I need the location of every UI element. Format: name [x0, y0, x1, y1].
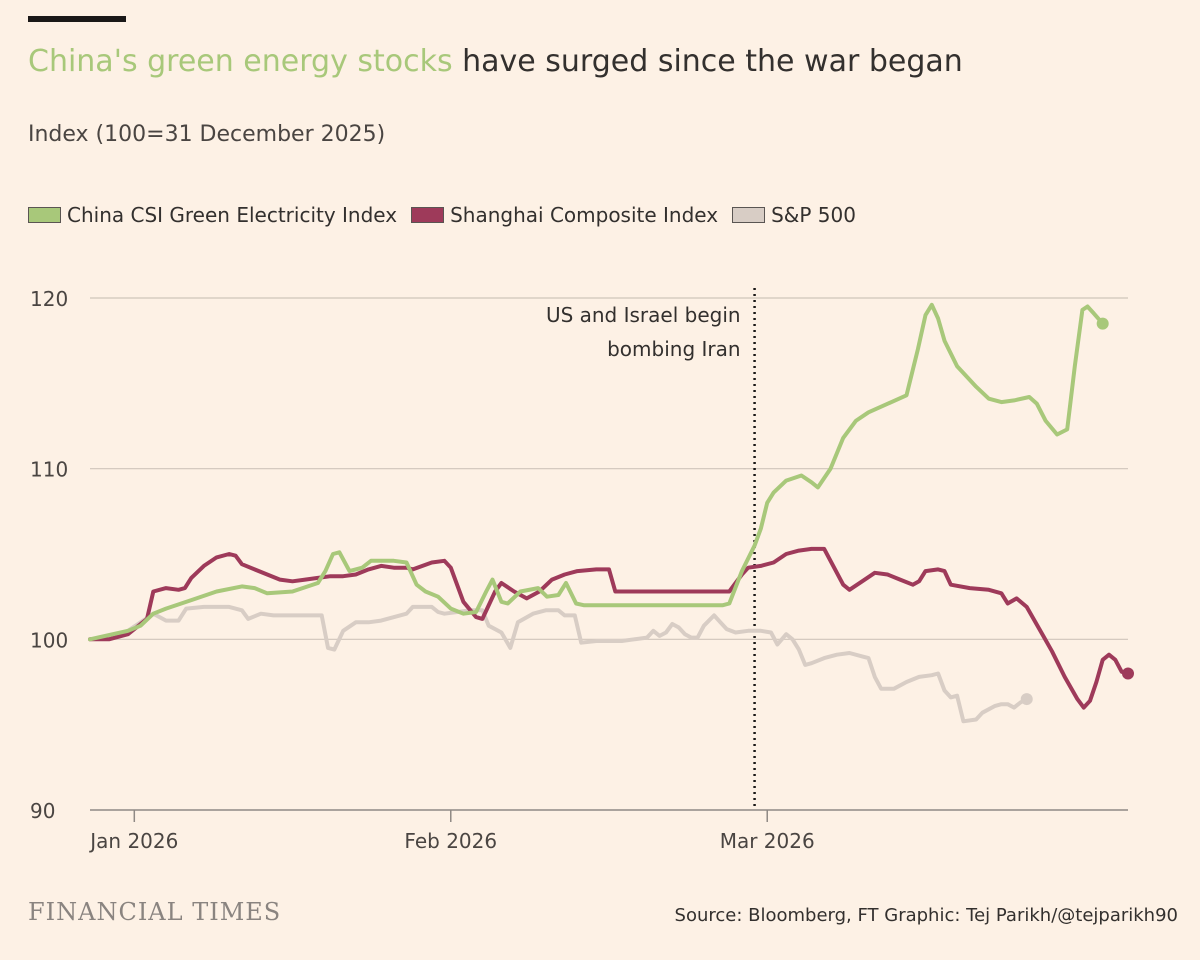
x-tick-label-1: Feb 2026 — [404, 829, 497, 853]
series-end-dot-shanghai — [1122, 667, 1134, 680]
annotation-text-0: US and Israel begin — [546, 303, 741, 327]
y-tick-label-120: 120 — [30, 287, 68, 311]
legend-swatch-shanghai — [411, 207, 445, 223]
legend-label-csi-green: China CSI Green Electricity Index — [67, 203, 398, 227]
legend-item-shanghai: Shanghai Composite Index — [411, 203, 718, 227]
chart-legend: China CSI Green Electricity Index Shangh… — [28, 203, 870, 227]
series-end-dot-csi-green — [1096, 317, 1109, 330]
legend-label-shanghai: Shanghai Composite Index — [450, 203, 719, 227]
y-tick-label-110: 110 — [30, 458, 68, 482]
x-tick-label-2: Mar 2026 — [720, 829, 815, 853]
title-highlight: China's green energy stocks — [28, 44, 453, 79]
legend-label-sp500: S&P 500 — [771, 203, 856, 227]
series-line-shanghai — [88, 546, 1130, 710]
title-rest: have surged since the war began — [452, 44, 963, 79]
series-line-sp500 — [88, 604, 1029, 724]
legend-swatch-sp500 — [732, 207, 766, 223]
x-tick-label-0: Jan 2026 — [88, 829, 178, 853]
legend-item-sp500: S&P 500 — [732, 203, 856, 227]
legend-swatch-csi-green — [28, 207, 61, 223]
y-tick-label-90: 90 — [30, 799, 55, 823]
series-line-csi-green — [88, 302, 1105, 642]
ft-top-bar — [28, 16, 126, 22]
ft-logo: FINANCIAL TIMES — [28, 898, 282, 926]
y-tick-label-100: 100 — [30, 628, 68, 652]
series-end-dot-sp500 — [1020, 693, 1033, 706]
chart-title: China's green energy stocks have surged … — [28, 42, 963, 82]
source-note: Source: Bloomberg, FT Graphic: Tej Parik… — [674, 905, 1178, 926]
annotation-text-1: bombing Iran — [607, 337, 740, 361]
chart-subtitle: Index (100=31 December 2025) — [28, 122, 386, 147]
legend-item-csi-green: China CSI Green Electricity Index — [28, 203, 397, 227]
